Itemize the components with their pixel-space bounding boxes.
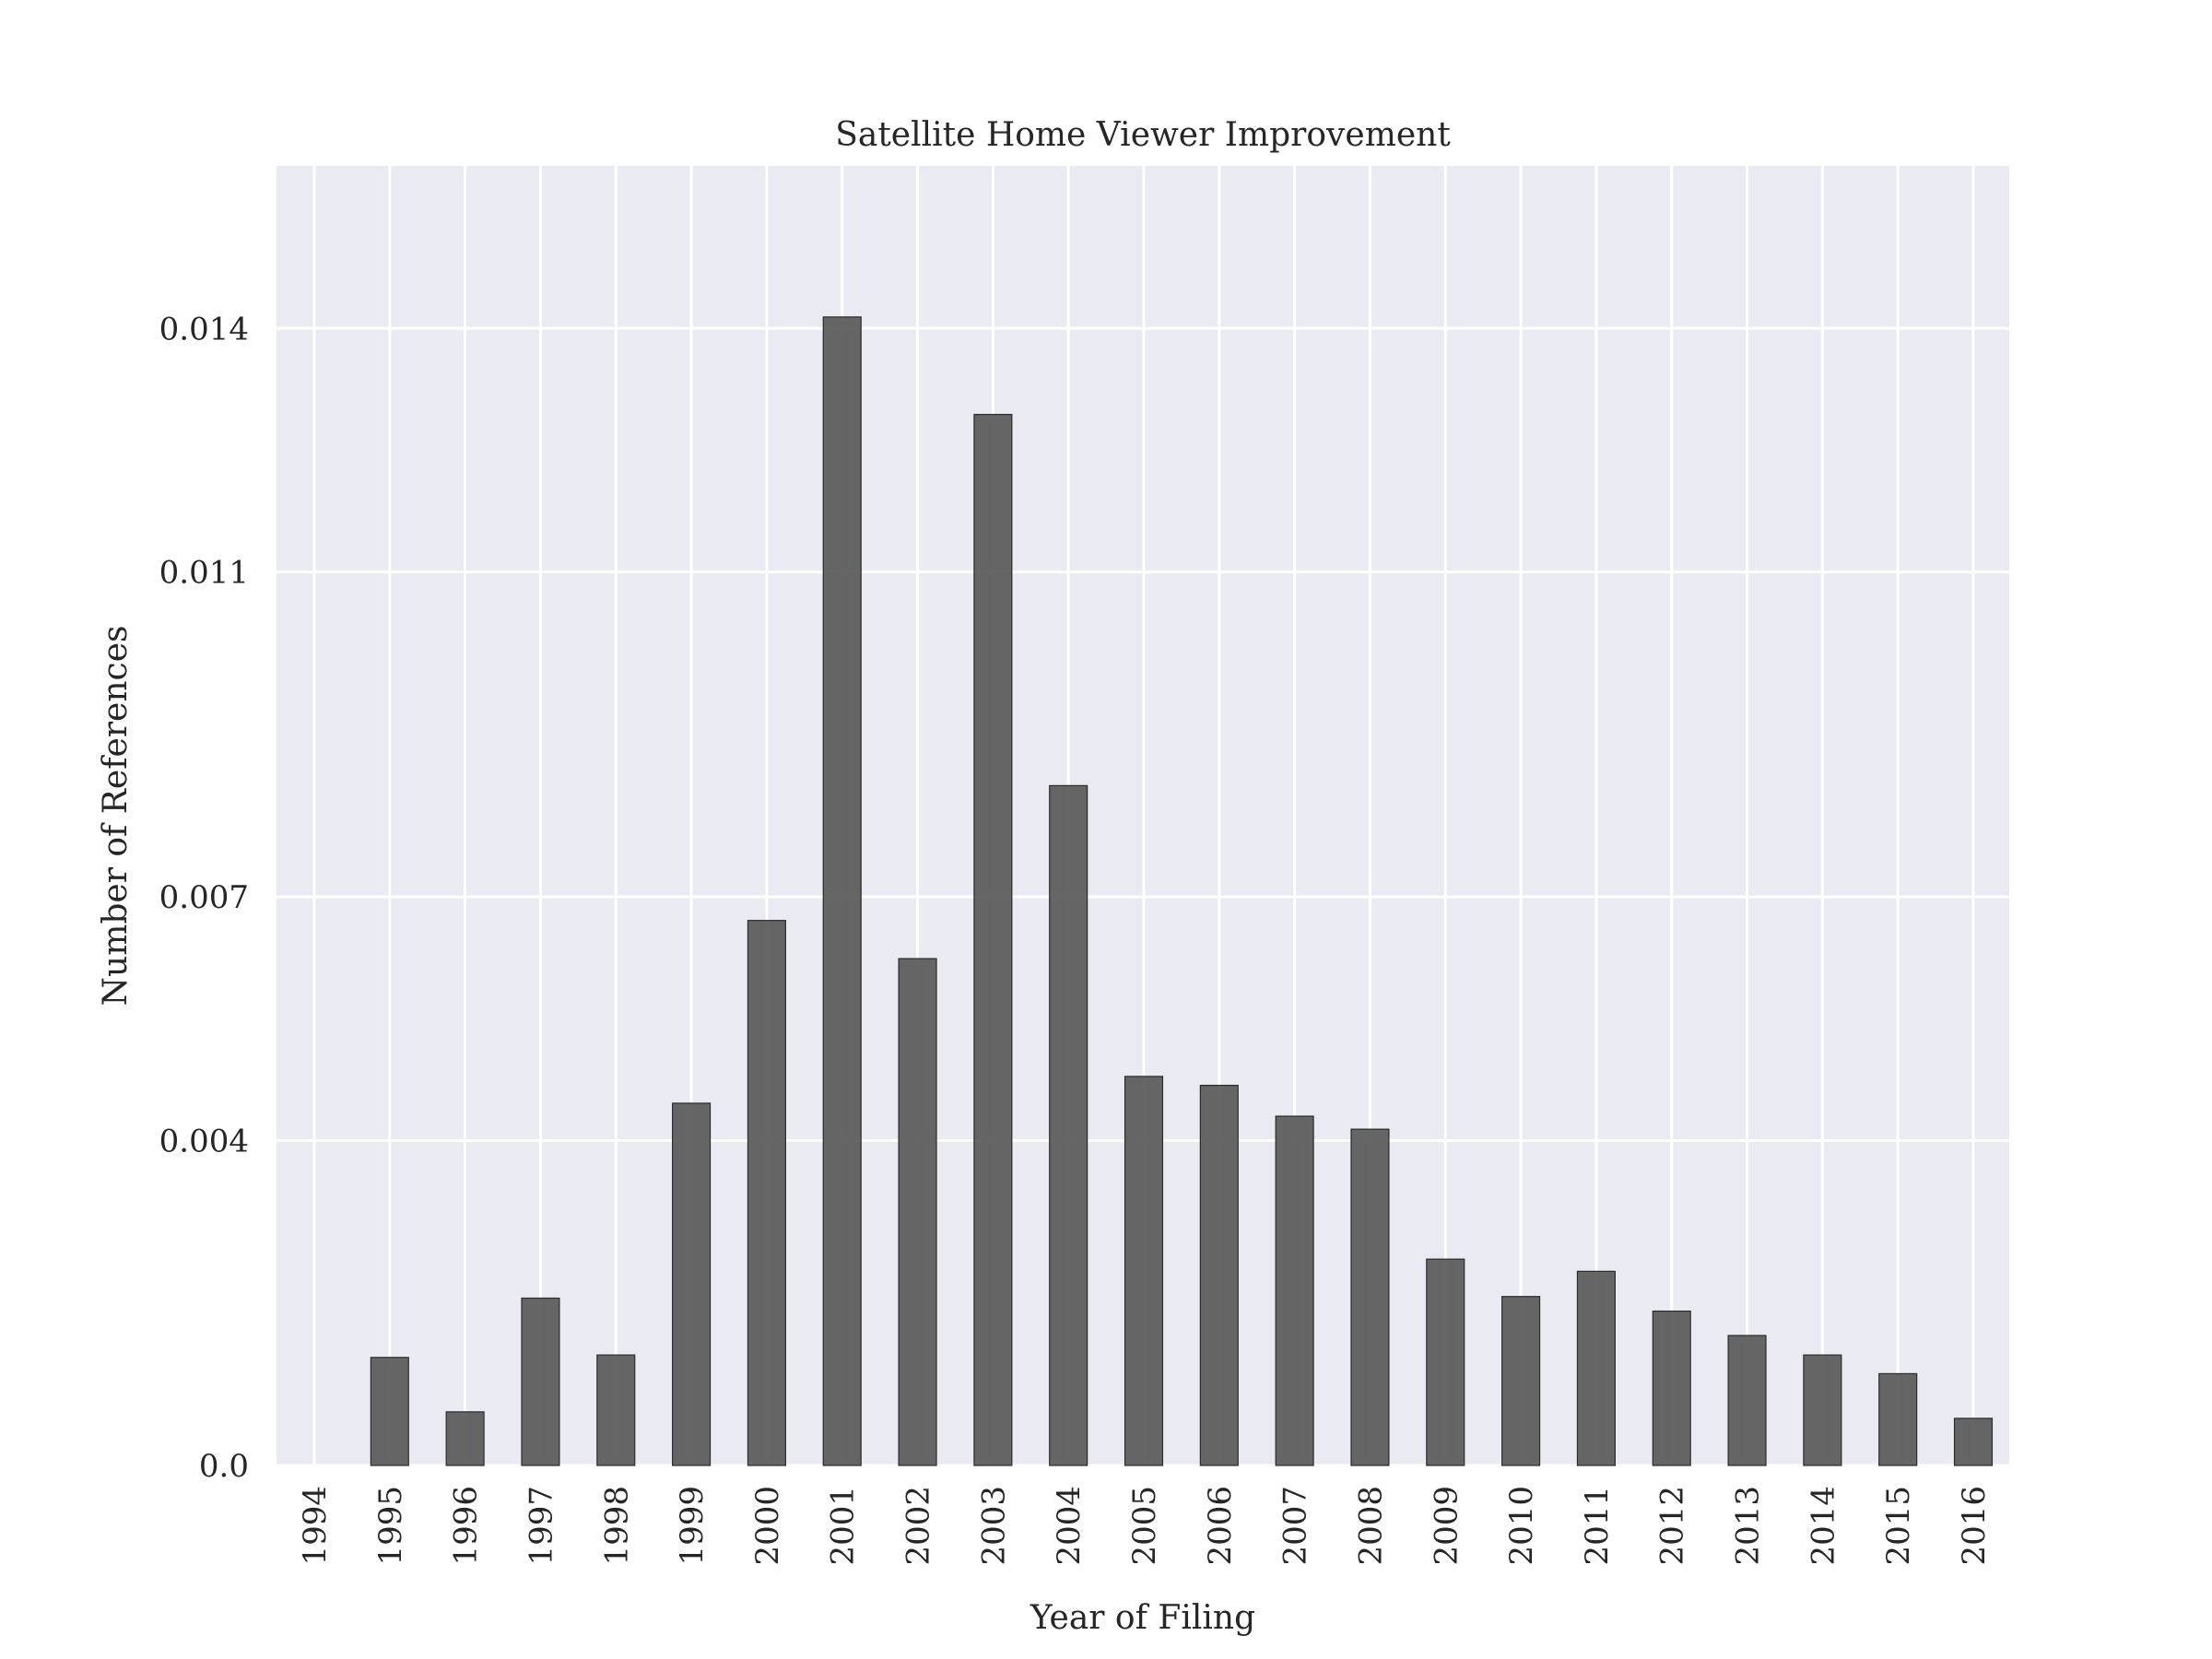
y-axis-label: Number of References xyxy=(97,626,135,1006)
x-tick-label: 2003 xyxy=(975,1486,1012,1566)
bar-2002 xyxy=(898,958,937,1466)
chart-title: Satellite Home Viewer Improvement xyxy=(835,116,1451,154)
x-tick-label: 2002 xyxy=(900,1486,937,1566)
bar-2016 xyxy=(1953,1418,1994,1466)
bar-1997 xyxy=(521,1297,560,1466)
bar-2011 xyxy=(1576,1270,1616,1466)
bar-1995 xyxy=(370,1357,409,1466)
bar-1998 xyxy=(596,1354,636,1466)
bar-2005 xyxy=(1124,1076,1164,1466)
bar-2000 xyxy=(747,920,786,1466)
x-tick-label: 1997 xyxy=(523,1486,559,1566)
x-tick-label: 2007 xyxy=(1277,1486,1314,1566)
x-tick-label: 1998 xyxy=(598,1486,635,1566)
bar-2013 xyxy=(1727,1335,1767,1466)
x-tick-label: 2004 xyxy=(1051,1486,1088,1566)
x-tick-label: 2005 xyxy=(1126,1486,1163,1566)
bar-2006 xyxy=(1199,1084,1239,1466)
x-tick-label: 2016 xyxy=(1956,1486,1993,1566)
x-tick-label: 2014 xyxy=(1805,1486,1841,1566)
x-tick-label: 2006 xyxy=(1202,1486,1239,1566)
bars xyxy=(370,316,1994,1466)
x-tick-label: 2000 xyxy=(749,1486,786,1566)
x-tick-label: 2001 xyxy=(825,1486,862,1566)
bar-2014 xyxy=(1803,1354,1842,1466)
x-tick-label: 2011 xyxy=(1579,1486,1616,1566)
bar-2007 xyxy=(1275,1115,1314,1466)
x-tick-label: 2010 xyxy=(1503,1486,1540,1566)
bar-2012 xyxy=(1652,1310,1691,1466)
bar-1999 xyxy=(672,1102,712,1466)
bar-2008 xyxy=(1350,1128,1390,1466)
x-tick-label: 1999 xyxy=(674,1486,711,1566)
bar-1996 xyxy=(445,1411,485,1466)
x-tick-label: 2013 xyxy=(1730,1486,1767,1566)
y-tick-label: 0.014 xyxy=(159,311,249,347)
bar-2001 xyxy=(822,316,862,1466)
y-tick-label: 0.007 xyxy=(159,879,249,916)
x-axis-label: Year of Filing xyxy=(1030,1599,1255,1637)
x-tick-label: 1996 xyxy=(448,1486,485,1566)
y-tick-label: 0.011 xyxy=(159,555,249,592)
x-tick-label: 2008 xyxy=(1352,1486,1389,1566)
x-axis-ticks: 1994 1995 1996 1997 1998 1999 2000 2001 2002 2003… xyxy=(297,1486,1993,1566)
y-tick-label: 0.0 xyxy=(199,1448,249,1485)
y-axis-ticks: 0.0 0.004 0.007 0.011 0.014 xyxy=(159,311,249,1485)
bar-2009 xyxy=(1426,1258,1465,1466)
bar-2004 xyxy=(1049,784,1088,1466)
bar-2003 xyxy=(973,414,1013,1466)
y-tick-label: 0.004 xyxy=(159,1124,249,1160)
bar-2010 xyxy=(1501,1296,1541,1466)
x-tick-label: 2009 xyxy=(1428,1486,1465,1566)
x-tick-label: 1994 xyxy=(297,1486,334,1566)
x-tick-label: 2015 xyxy=(1880,1486,1917,1566)
x-tick-label: 2012 xyxy=(1654,1486,1691,1566)
bar-2015 xyxy=(1878,1372,1918,1466)
x-tick-label: 1995 xyxy=(372,1486,409,1566)
